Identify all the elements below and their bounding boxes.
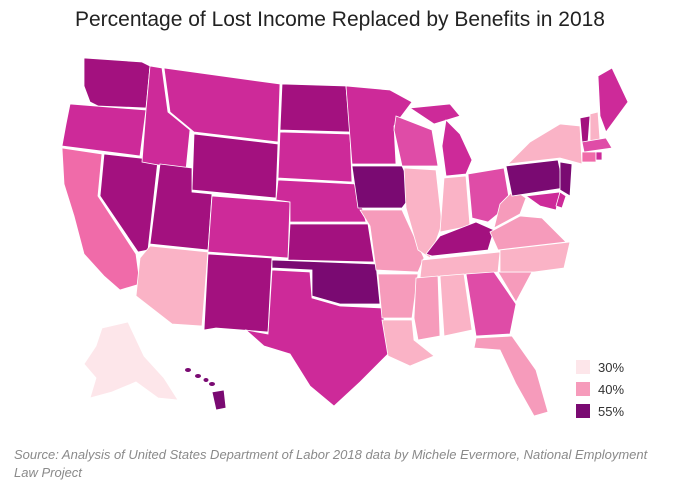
state-indiana[interactable]: [439, 175, 471, 233]
state-michigan[interactable]: [408, 103, 473, 177]
state-pennsylvania[interactable]: [505, 159, 565, 197]
state-new-mexico[interactable]: [203, 253, 273, 333]
legend-swatch-40: [576, 382, 590, 396]
state-new-jersey[interactable]: [559, 161, 573, 197]
state-rhode-island[interactable]: [595, 151, 603, 161]
legend-label: 30%: [598, 359, 625, 375]
legend-item: 40%: [576, 378, 666, 400]
state-new-york[interactable]: [506, 123, 583, 165]
state-idaho[interactable]: [141, 65, 191, 171]
legend-label: 55%: [598, 403, 625, 419]
legend-label: 40%: [598, 381, 625, 397]
legend-swatch-30: [576, 360, 590, 374]
state-utah[interactable]: [149, 163, 213, 251]
state-delaware[interactable]: [555, 191, 567, 209]
state-georgia[interactable]: [465, 271, 517, 337]
state-new-hampshire[interactable]: [589, 111, 601, 143]
state-california[interactable]: [61, 147, 141, 291]
state-oregon[interactable]: [61, 103, 147, 157]
legend-item: 30%: [576, 356, 666, 378]
state-oklahoma[interactable]: [271, 259, 381, 305]
source-note: Source: Analysis of United States Depart…: [14, 447, 648, 480]
legend-item: 55%: [576, 400, 666, 422]
state-wyoming[interactable]: [191, 133, 279, 199]
state-minnesota[interactable]: [345, 85, 413, 165]
state-north-dakota[interactable]: [279, 83, 351, 133]
map-legend: 30% 40% 55%: [576, 356, 666, 422]
state-montana[interactable]: [163, 67, 281, 143]
state-south-dakota[interactable]: [277, 131, 353, 183]
state-colorado[interactable]: [207, 195, 291, 259]
state-maine[interactable]: [597, 67, 629, 133]
state-wisconsin[interactable]: [393, 115, 439, 167]
legend-swatch-55: [576, 404, 590, 418]
state-vermont[interactable]: [579, 115, 591, 143]
state-alaska[interactable]: [83, 321, 179, 401]
state-florida[interactable]: [473, 335, 549, 417]
state-texas[interactable]: [244, 269, 391, 407]
state-alabama[interactable]: [439, 273, 473, 337]
state-kansas[interactable]: [287, 223, 375, 263]
state-missouri[interactable]: [359, 209, 425, 273]
state-mississippi[interactable]: [413, 275, 441, 341]
state-north-carolina[interactable]: [499, 241, 571, 273]
state-hawaii[interactable]: [185, 368, 227, 411]
state-washington[interactable]: [83, 57, 151, 109]
state-massachusetts[interactable]: [581, 137, 613, 153]
state-virginia[interactable]: [489, 215, 567, 251]
us-choropleth-map: [61, 57, 629, 417]
map-title: Percentage of Lost Income Replaced by Be…: [74, 8, 605, 31]
state-illinois[interactable]: [403, 167, 443, 259]
state-arkansas[interactable]: [377, 273, 419, 319]
state-louisiana[interactable]: [381, 319, 435, 367]
state-maryland[interactable]: [524, 191, 561, 211]
state-connecticut[interactable]: [581, 151, 597, 163]
state-arizona[interactable]: [135, 245, 209, 327]
